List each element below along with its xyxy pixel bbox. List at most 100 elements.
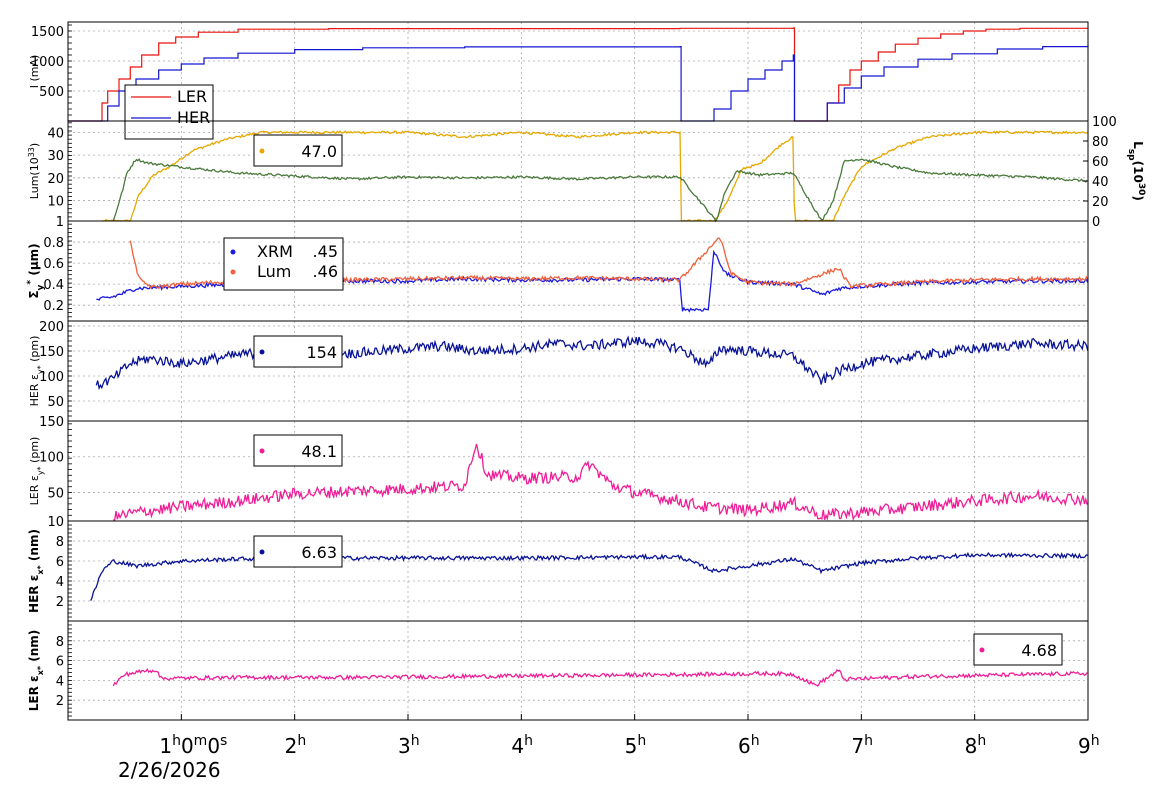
label-part: 100 bbox=[1092, 115, 1117, 130]
label-part: 200 bbox=[39, 320, 64, 335]
panel-ler_eps_y: 10 50 100 150 LER εy* (pm) 48.1 bbox=[28, 415, 1089, 530]
label-part: h bbox=[172, 733, 181, 749]
panel-her_eps_x: 2 4 6 8 HER εx* (nm) 6.63 bbox=[27, 520, 1089, 622]
label-part: s bbox=[220, 733, 227, 749]
label-part: h bbox=[524, 733, 533, 749]
label-part: .45 bbox=[313, 242, 338, 261]
label-part: 0 bbox=[181, 734, 194, 758]
label-part: 2/26/2026 bbox=[118, 758, 221, 782]
label-part: 40 bbox=[1092, 175, 1109, 190]
y-axis-label: HER εx* (nm) bbox=[27, 529, 45, 613]
x-axis-date: 2/26/2026 bbox=[118, 758, 221, 782]
label-part: 150 bbox=[39, 345, 64, 360]
x-tick-label-6h: 6h bbox=[738, 733, 760, 758]
label-part: 1000 bbox=[31, 55, 64, 70]
legend-label-XRM: XRM bbox=[257, 242, 293, 261]
y-axis-label: HER εy* (pm) bbox=[28, 336, 45, 407]
label-part: XRM bbox=[257, 242, 293, 261]
label-part: 4 bbox=[56, 575, 64, 590]
label-part: x* bbox=[36, 564, 45, 574]
y-tick-label: 100 bbox=[39, 370, 64, 385]
y-tick-label: 50 bbox=[47, 486, 64, 501]
y-tick-label: 0.8 bbox=[43, 236, 64, 251]
y-tick-label: 150 bbox=[39, 345, 64, 360]
label-part: 2 bbox=[285, 734, 298, 758]
panel-frame bbox=[67, 21, 1089, 122]
current-value-marker bbox=[259, 448, 265, 454]
panel-frame bbox=[67, 620, 1089, 721]
current-value-text: 6.63 bbox=[301, 543, 337, 562]
y-tick-label: 8 bbox=[56, 635, 64, 650]
label-part: 0 bbox=[1092, 215, 1100, 230]
legend-label-Lum: Lum bbox=[257, 262, 291, 281]
label-part: 9 bbox=[1078, 734, 1091, 758]
label-part: .46 bbox=[313, 262, 338, 281]
label-part: y bbox=[36, 284, 46, 290]
current-value-marker bbox=[979, 647, 985, 653]
label-part: 150 bbox=[39, 415, 64, 430]
label-part: (nm) bbox=[27, 630, 41, 666]
label-part: m bbox=[194, 733, 208, 749]
label-part: 50 bbox=[47, 486, 64, 501]
label-part: 0.8 bbox=[43, 236, 64, 251]
label-part: 33 bbox=[27, 147, 36, 157]
label-part: LER ε bbox=[27, 675, 41, 711]
y-tick-label: 0.2 bbox=[43, 299, 64, 314]
label-part: 6.63 bbox=[301, 543, 337, 562]
legend-value-XRM: .45 bbox=[313, 242, 338, 261]
legend-value-Lum: .46 bbox=[313, 262, 338, 281]
series-line-LER bbox=[68, 27, 1089, 122]
label-part: 47.0 bbox=[301, 142, 337, 161]
label-part: 2 bbox=[56, 595, 64, 610]
label-part: 8 bbox=[56, 635, 64, 650]
series-line-HER-y- bbox=[95, 335, 1089, 391]
y-axis-label: I (mA) bbox=[28, 55, 41, 89]
label-part: (nm) bbox=[27, 529, 41, 565]
label-part: h bbox=[297, 733, 306, 749]
y-tick-label: 1000 bbox=[31, 55, 64, 70]
label-part: 1 bbox=[159, 734, 172, 758]
y-tick-label: 2 bbox=[56, 694, 64, 709]
label-part: I (mA) bbox=[28, 55, 41, 89]
y-tick-label: 6 bbox=[56, 655, 64, 670]
x-tick-label-3h: 3h bbox=[398, 733, 420, 758]
label-part: 8 bbox=[965, 734, 978, 758]
y-tick-label: 6 bbox=[56, 555, 64, 570]
label-part: Lum(10 bbox=[28, 157, 41, 199]
y-tick-label: 0.6 bbox=[43, 257, 64, 272]
label-part: 4 bbox=[511, 734, 524, 758]
label-part: h bbox=[637, 733, 646, 749]
x-tick-label-1h: 1h0m0s bbox=[159, 733, 227, 758]
label-part: 10 bbox=[47, 515, 64, 530]
series-line-Luminosity bbox=[101, 130, 1089, 223]
y-tick-label: 4 bbox=[56, 575, 64, 590]
y-tick-label: 1 bbox=[56, 215, 64, 230]
panel-frame bbox=[67, 420, 1089, 522]
y-tick-label: 50 bbox=[47, 395, 64, 410]
label-part: 7 bbox=[851, 734, 864, 758]
x-tick-label-9h: 9h bbox=[1078, 733, 1100, 758]
label-part: LER bbox=[177, 87, 207, 106]
label-part: x* bbox=[36, 665, 45, 675]
label-part: 100 bbox=[39, 451, 64, 466]
current-value-box bbox=[253, 535, 343, 568]
label-part: sp bbox=[1126, 149, 1136, 161]
legend-marker-XRM bbox=[230, 249, 236, 255]
label-part: 0.2 bbox=[43, 299, 64, 314]
panel-frame bbox=[67, 520, 1089, 622]
label-part: h bbox=[977, 733, 986, 749]
panel-frame bbox=[67, 320, 1089, 422]
label-part: (μm) bbox=[27, 243, 41, 279]
label-part: 3 bbox=[398, 734, 411, 758]
label-part: 0 bbox=[207, 734, 220, 758]
current-value-text: 48.1 bbox=[301, 442, 337, 461]
label-part: 48.1 bbox=[301, 442, 337, 461]
label-part: Σ bbox=[27, 290, 41, 298]
y-tick-label: 0.4 bbox=[43, 278, 64, 293]
label-part: 6 bbox=[738, 734, 751, 758]
panel-ler_eps_x: 2 4 6 8 LER εx* (nm) 4.68 bbox=[27, 620, 1089, 721]
label-part: ) bbox=[1131, 195, 1145, 200]
